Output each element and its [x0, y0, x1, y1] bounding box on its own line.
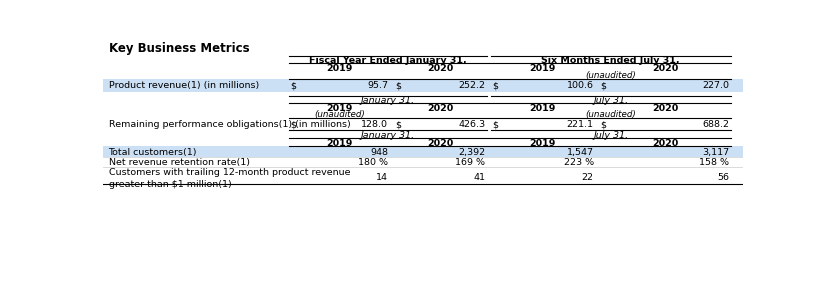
Text: Six Months Ended July 31,: Six Months Ended July 31,: [541, 56, 680, 65]
Text: July 31,: July 31,: [593, 131, 629, 140]
Bar: [103, 79, 742, 92]
Text: 252.2: 252.2: [458, 81, 485, 90]
Text: 169 %: 169 %: [455, 158, 485, 167]
Text: $: $: [493, 120, 498, 129]
Bar: [103, 146, 742, 157]
Text: 2019: 2019: [530, 104, 556, 113]
Text: 221.1: 221.1: [567, 120, 594, 129]
Text: $: $: [395, 81, 401, 90]
Text: 180 %: 180 %: [358, 158, 389, 167]
Text: January 31,: January 31,: [361, 131, 415, 140]
Text: 2020: 2020: [427, 139, 454, 148]
Text: Total customers(1): Total customers(1): [109, 148, 197, 157]
Text: 100.6: 100.6: [567, 81, 594, 90]
Text: 2020: 2020: [427, 64, 454, 73]
Text: 2019: 2019: [327, 104, 353, 113]
Text: 95.7: 95.7: [367, 81, 389, 90]
Text: 128.0: 128.0: [361, 120, 389, 129]
Text: 2019: 2019: [530, 64, 556, 73]
Text: 158 %: 158 %: [700, 158, 729, 167]
Text: 2019: 2019: [530, 139, 556, 148]
Text: $: $: [290, 120, 297, 129]
Text: 3,117: 3,117: [702, 148, 729, 157]
Text: Fiscal Year Ended January 31,: Fiscal Year Ended January 31,: [309, 56, 467, 65]
Text: Customers with trailing 12-month product revenue
greater than $1 million(1): Customers with trailing 12-month product…: [109, 168, 350, 189]
Text: $: $: [601, 120, 606, 129]
Text: January 31,: January 31,: [361, 97, 415, 105]
Text: 2019: 2019: [327, 64, 353, 73]
Text: $: $: [395, 120, 401, 129]
Text: 41: 41: [474, 173, 485, 182]
Text: 2020: 2020: [427, 104, 454, 113]
Text: 2,392: 2,392: [458, 148, 485, 157]
Text: Key Business Metrics: Key Business Metrics: [109, 42, 249, 55]
Text: (unaudited): (unaudited): [586, 110, 636, 119]
Text: Net revenue retention rate(1): Net revenue retention rate(1): [109, 158, 249, 167]
Text: 948: 948: [370, 148, 389, 157]
Text: Product revenue(1) (in millions): Product revenue(1) (in millions): [109, 81, 259, 90]
Text: $: $: [493, 81, 498, 90]
Text: 223 %: 223 %: [563, 158, 594, 167]
Text: 2020: 2020: [652, 139, 678, 148]
Text: 688.2: 688.2: [702, 120, 729, 129]
Text: (unaudited): (unaudited): [586, 71, 636, 80]
Text: (unaudited): (unaudited): [314, 110, 365, 119]
Text: $: $: [290, 81, 297, 90]
Text: 1,547: 1,547: [567, 148, 594, 157]
Text: 426.3: 426.3: [458, 120, 485, 129]
Text: 2020: 2020: [652, 64, 678, 73]
Text: Remaining performance obligations(1) (in millions): Remaining performance obligations(1) (in…: [109, 120, 351, 129]
Text: 2020: 2020: [652, 104, 678, 113]
Text: 14: 14: [376, 173, 389, 182]
Text: 227.0: 227.0: [702, 81, 729, 90]
Text: 56: 56: [717, 173, 729, 182]
Text: $: $: [601, 81, 606, 90]
Text: 2019: 2019: [327, 139, 353, 148]
Text: 22: 22: [582, 173, 594, 182]
Text: July 31,: July 31,: [593, 97, 629, 105]
